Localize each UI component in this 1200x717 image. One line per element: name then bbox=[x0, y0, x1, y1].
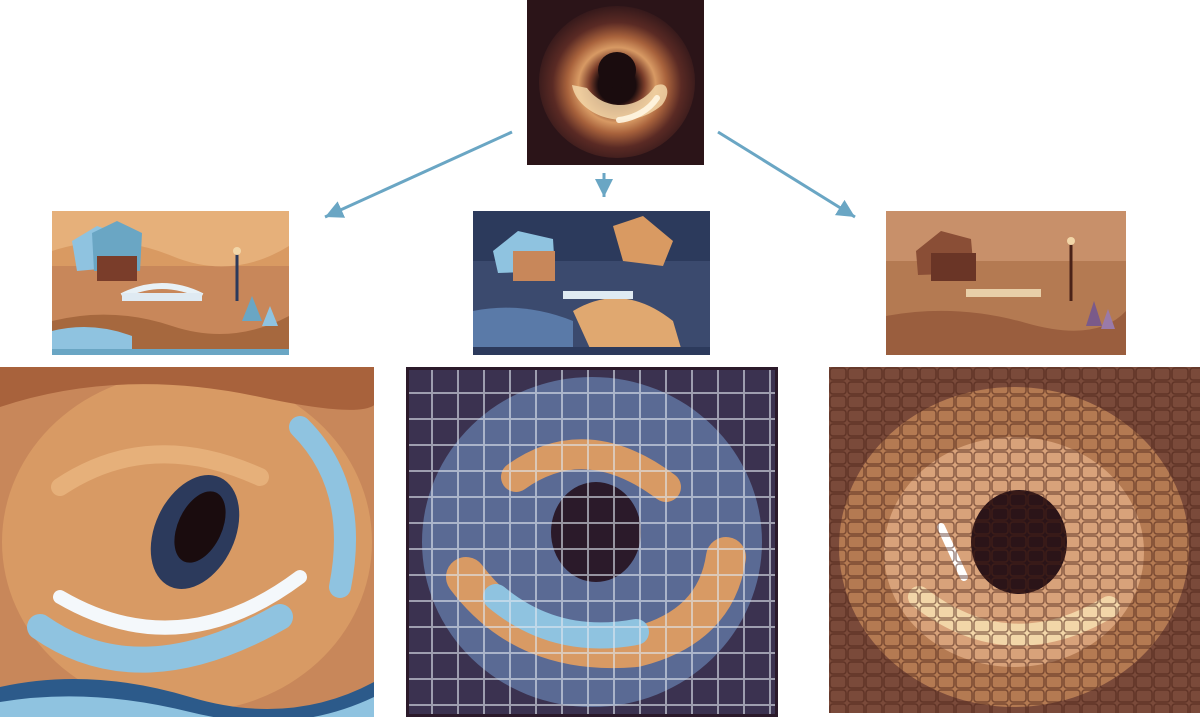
arrow-right bbox=[717, 130, 856, 219]
arrow-left bbox=[324, 130, 513, 219]
style-image-crosshatch bbox=[886, 211, 1126, 355]
result-image-cobblestone bbox=[829, 367, 1200, 713]
black-hole-image bbox=[527, 0, 704, 165]
style-image-swirl bbox=[52, 211, 289, 355]
result-image-swirl bbox=[0, 367, 374, 717]
result-image-mosaic bbox=[406, 367, 778, 717]
style-image-mosaic bbox=[473, 211, 710, 355]
